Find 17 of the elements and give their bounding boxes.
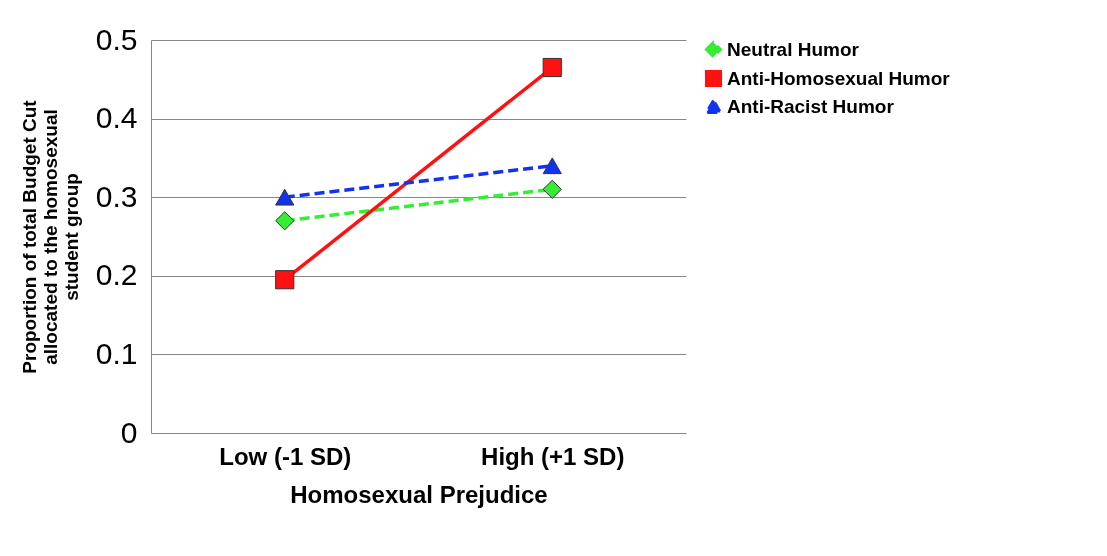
legend-label: Anti-Racist Humor (727, 95, 895, 117)
x-tick-label: Low (-1 SD) (219, 442, 352, 470)
point (275, 270, 295, 290)
legend-label: Anti-Homosexual Humor (727, 67, 951, 89)
y-tick-label: 0.3 (95, 179, 138, 213)
y-tick-label: 0 (120, 415, 138, 449)
legend-label: Neutral Humor (727, 38, 860, 60)
point (275, 211, 295, 231)
point (542, 57, 562, 78)
y-tick-label: 0.1 (95, 336, 138, 370)
y-tick-label: 0.4 (95, 101, 138, 135)
y-tick-label: 0.2 (95, 258, 138, 292)
y-tick-label: 0.5 (95, 22, 138, 56)
x-tick-label: High (+1 SD) (481, 442, 625, 470)
x-axis-title: Homosexual Prejudice (290, 480, 548, 508)
y-axis-title: Proportion of total Budget Cut allocated to the homosexual student group (18, 99, 82, 374)
point (542, 179, 562, 199)
